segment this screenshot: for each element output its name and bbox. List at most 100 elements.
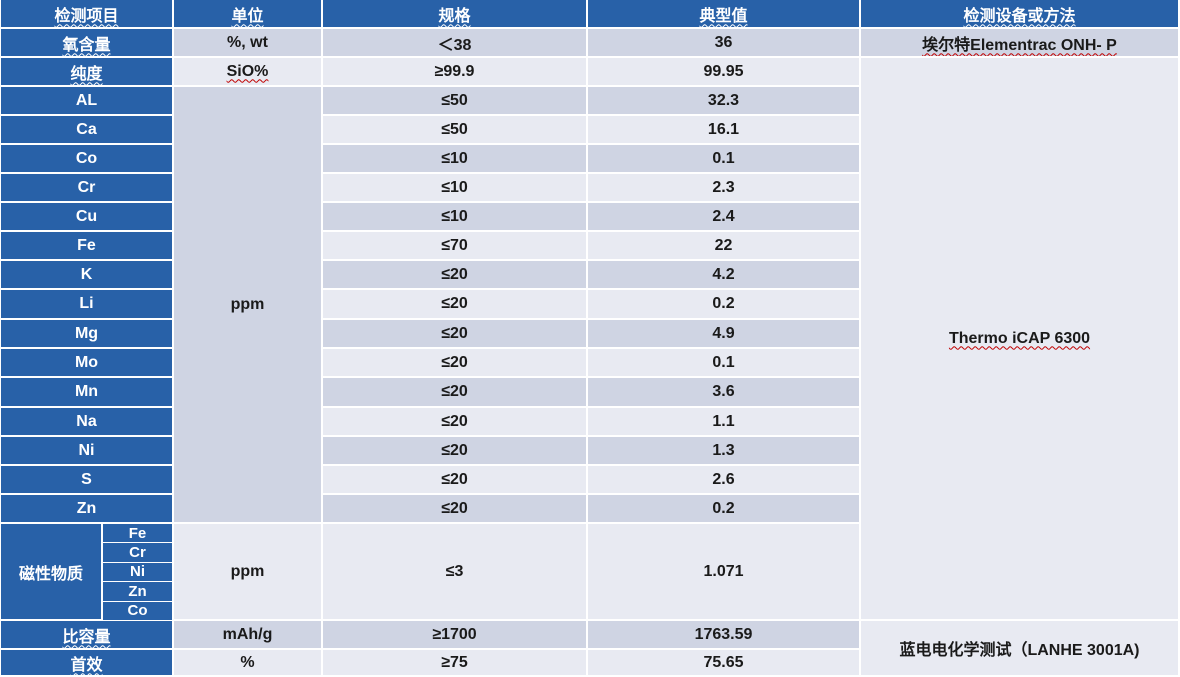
element-label: Mo — [1, 349, 172, 376]
magnetic-element-label: Co — [103, 601, 172, 620]
method-cell: 埃尔特Elementrac ONH- P — [861, 29, 1178, 56]
row-label-text: 纯度 — [70, 65, 103, 83]
row-label: 氧含量 — [1, 29, 172, 56]
spec-cell: ≤10 — [323, 145, 586, 172]
header-cell-text: 检测项目 — [54, 7, 119, 25]
value-cell: 1.071 — [588, 524, 859, 619]
value-cell-text: 0.2 — [712, 499, 735, 517]
spec-cell: ≤50 — [323, 116, 586, 143]
element-label: Fe — [1, 232, 172, 259]
magnetic-label: 磁性物质 — [1, 524, 101, 619]
unit-cell: %, wt — [174, 29, 321, 56]
value-cell-text: 0.1 — [712, 149, 735, 167]
spec-cell-text: ≤20 — [441, 265, 468, 283]
element-label-text: Mn — [74, 383, 99, 400]
spec-cell: ≤70 — [323, 232, 586, 259]
spec-cell-text: ≤20 — [441, 499, 468, 517]
value-cell-text: 2.3 — [712, 178, 735, 196]
value-cell: 0.1 — [588, 349, 859, 376]
value-cell: 75.65 — [588, 650, 859, 675]
element-label-text: Fe — [77, 236, 96, 254]
icp-method-cell: Thermo iCAP 6300 — [861, 58, 1178, 619]
value-cell: 2.3 — [588, 174, 859, 201]
spec-cell: ≤20 — [323, 320, 586, 347]
spec-cell-text: ≥99.9 — [434, 62, 475, 80]
element-label: Zn — [1, 495, 172, 522]
electro-method-cell: 蓝电电化学测试（LANHE 3001A) — [861, 621, 1178, 675]
value-cell: 1763.59 — [588, 621, 859, 648]
element-label-text: Cu — [75, 207, 98, 225]
element-label-text: Na — [76, 412, 97, 430]
spec-cell-text: ≤10 — [441, 178, 468, 196]
value-cell-text: 2.6 — [712, 470, 735, 488]
value-cell: 0.2 — [588, 290, 859, 318]
element-label-text: Co — [75, 149, 98, 167]
row-label-text: 氧含量 — [62, 36, 111, 54]
value-cell-text: 0.1 — [712, 353, 735, 371]
value-cell-text: 4.9 — [712, 324, 735, 342]
element-label: K — [1, 261, 172, 288]
unit-cell: SiO% — [174, 58, 321, 85]
row-label-text: 比容量 — [62, 628, 111, 646]
spec-cell-text: ≥75 — [441, 653, 468, 671]
element-label: Ni — [1, 437, 172, 464]
element-label: Mn — [1, 378, 172, 406]
value-cell-text: 1763.59 — [694, 625, 753, 643]
impurity-unit-cell: ppm — [174, 87, 321, 522]
element-label: Na — [1, 408, 172, 435]
unit-cell-text: % — [240, 653, 255, 671]
value-cell-text: 1.1 — [712, 412, 735, 430]
electro-method-cell-text: 蓝电电化学测试（LANHE 3001A) — [899, 642, 1140, 659]
value-cell-text: 36 — [714, 33, 733, 51]
spec-cell-text: ≤70 — [441, 236, 468, 254]
spec-cell-text: ＜38 — [437, 36, 472, 54]
magnetic-element-label: Fe — [103, 524, 172, 543]
header-cell-text: 检测设备或方法 — [963, 7, 1076, 25]
value-cell-text: 4.2 — [712, 265, 735, 283]
icp-method-cell-text: Thermo iCAP 6300 — [948, 329, 1091, 347]
value-cell-text: 16.1 — [707, 120, 740, 138]
spec-cell-text: ≤20 — [441, 324, 468, 342]
spec-cell-text: ≤20 — [441, 441, 468, 459]
element-label-text: Li — [79, 295, 94, 312]
value-cell-text: 1.071 — [703, 562, 744, 580]
spec-cell: ≥75 — [323, 650, 586, 675]
spec-cell: ≤20 — [323, 408, 586, 435]
element-label-text: Mg — [74, 324, 99, 342]
element-label: Mg — [1, 320, 172, 347]
impurity-unit-cell-text: ppm — [230, 295, 265, 313]
spec-cell-text: ≤10 — [441, 207, 468, 225]
element-label-text: Cr — [77, 178, 96, 196]
value-cell: 0.2 — [588, 495, 859, 522]
spec-cell-text: ≤20 — [441, 353, 468, 371]
spec-cell-text: ≤50 — [441, 91, 468, 109]
value-cell: 1.3 — [588, 437, 859, 464]
element-label: Li — [1, 290, 172, 318]
spec-cell-text: ≥1700 — [432, 625, 477, 643]
header-cell: 典型值 — [588, 0, 859, 27]
value-cell-text: 99.95 — [703, 62, 744, 80]
value-cell-text: 32.3 — [707, 91, 740, 109]
row-label-text: 首效 — [70, 656, 103, 674]
magnetic-element-label: Ni — [103, 562, 172, 582]
value-cell: 2.4 — [588, 203, 859, 230]
element-label: AL — [1, 87, 172, 114]
element-label-text: Zn — [76, 499, 97, 517]
spec-cell-text: ≤20 — [441, 295, 468, 312]
value-cell: 32.3 — [588, 87, 859, 114]
element-label: Cu — [1, 203, 172, 230]
spec-cell-text: ≤10 — [441, 149, 468, 167]
value-cell: 2.6 — [588, 466, 859, 493]
magnetic-element-text: Co — [127, 602, 148, 620]
value-cell-text: 2.4 — [712, 207, 735, 225]
magnetic-element-label: Zn — [103, 582, 172, 601]
value-cell-text: 1.3 — [712, 441, 735, 459]
unit-cell: % — [174, 650, 321, 675]
magnetic-element-text: Cr — [129, 544, 146, 562]
spec-cell: ≥99.9 — [323, 58, 586, 85]
spec-cell-text: ≤20 — [441, 383, 468, 400]
value-cell-text: 22 — [714, 236, 733, 254]
spec-cell: ＜38 — [323, 29, 586, 56]
spec-cell-text: ≤3 — [445, 562, 464, 580]
spec-cell: ≤20 — [323, 495, 586, 522]
